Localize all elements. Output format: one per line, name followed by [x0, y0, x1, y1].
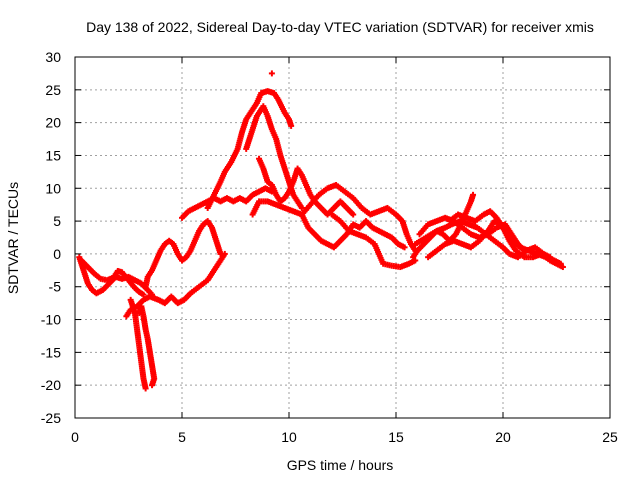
y-tick-label: 25: [45, 82, 61, 98]
x-axis-label: GPS time / hours: [287, 457, 394, 473]
x-tick-label: 5: [178, 429, 186, 445]
data-point: [412, 257, 419, 264]
data-point: [470, 191, 477, 198]
data-point: [350, 211, 357, 218]
data-point: [142, 385, 149, 392]
y-tick-label: -20: [41, 377, 61, 393]
data-point: [547, 254, 554, 261]
y-tick-label: -5: [49, 279, 62, 295]
y-tick-label: 10: [45, 180, 61, 196]
x-tick-label: 20: [495, 429, 511, 445]
data-point: [288, 122, 295, 129]
data-point: [401, 244, 408, 251]
y-tick-label: 0: [53, 246, 61, 262]
chart-title: Day 138 of 2022, Sidereal Day-to-day VTE…: [86, 19, 594, 35]
x-tick-label: 25: [602, 429, 618, 445]
y-tick-label: 30: [45, 49, 61, 65]
y-axis-label: SDTVAR / TECUs: [5, 182, 21, 294]
x-tick-label: 10: [281, 429, 297, 445]
y-tick-label: -10: [41, 312, 61, 328]
y-tick-label: 15: [45, 147, 61, 163]
data-point: [221, 250, 228, 257]
data-point: [140, 291, 147, 298]
y-tick-label: -15: [41, 344, 61, 360]
y-tick-label: -25: [41, 410, 61, 426]
x-tick-label: 15: [388, 429, 404, 445]
data-marks: [76, 70, 566, 392]
x-axis-ticks: 0 5 10 15 20 25: [71, 57, 618, 445]
x-tick-label: 0: [71, 429, 79, 445]
data-point: [149, 382, 156, 389]
plot-frame: [74, 56, 611, 419]
outlier-point: [268, 70, 275, 77]
y-tick-label: 5: [53, 213, 61, 229]
y-axis-ticks: -25 -20 -15 -10 -5 0 5 10 15 20 25 30: [41, 49, 610, 426]
data-point: [298, 204, 305, 211]
data-point: [559, 264, 566, 271]
y-tick-label: 20: [45, 115, 61, 131]
